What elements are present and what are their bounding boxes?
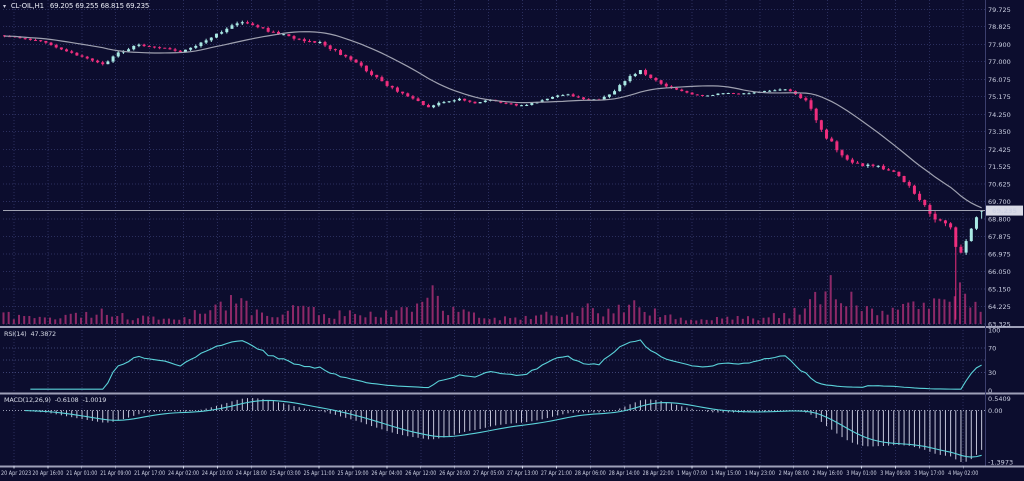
svg-text:77.900: 77.900 [988, 41, 1011, 49]
svg-text:67.875: 67.875 [988, 233, 1011, 241]
svg-text:2 May 16:00: 2 May 16:00 [812, 470, 842, 477]
svg-text:28 Apr 06:00: 28 Apr 06:00 [575, 470, 606, 477]
svg-text:1 May 15:00: 1 May 15:00 [711, 470, 741, 477]
macd-signal-line [25, 399, 982, 458]
panel-separators [0, 0, 1024, 468]
svg-text:3 May 01:00: 3 May 01:00 [846, 470, 876, 477]
svg-text:26 Apr 12:00: 26 Apr 12:00 [405, 470, 436, 477]
svg-text:100: 100 [988, 327, 1000, 335]
svg-text:4 May 02:00: 4 May 02:00 [948, 470, 978, 477]
volume-histogram [2, 275, 982, 324]
svg-text:70.625: 70.625 [988, 180, 1011, 188]
svg-text:76.075: 76.075 [988, 76, 1011, 84]
svg-text:24 Apr 18:00: 24 Apr 18:00 [236, 470, 267, 477]
svg-text:-1.3973: -1.3973 [988, 459, 1013, 467]
svg-text:24 Apr 02:00: 24 Apr 02:00 [168, 470, 199, 477]
svg-text:66.975: 66.975 [988, 250, 1011, 258]
svg-text:28 Apr 22:00: 28 Apr 22:00 [643, 470, 674, 477]
symbol-timeframe: CL-OIL,H1 [10, 2, 44, 10]
candlesticks [3, 20, 984, 320]
svg-text:0.00: 0.00 [988, 407, 1002, 415]
rsi-indicator-name: RSI(14) [4, 330, 27, 338]
svg-text:26 Apr 20:00: 26 Apr 20:00 [439, 470, 470, 477]
svg-text:25 Apr 11:00: 25 Apr 11:00 [304, 470, 335, 477]
macd-panel-label: MACD(12,26,9) -0.6108 -1.0019 [4, 396, 110, 404]
svg-text:74.250: 74.250 [988, 111, 1011, 119]
rsi-axis-labels: 100 70 30 0 [988, 327, 1000, 395]
svg-text:66.050: 66.050 [988, 268, 1011, 276]
svg-text:65.150: 65.150 [988, 285, 1011, 293]
svg-text:3 May 17:00: 3 May 17:00 [914, 470, 944, 477]
svg-text:71.525: 71.525 [988, 163, 1011, 171]
time-axis-labels: 20 Apr 2023 20 Apr 16:00 21 Apr 01:00 21 Ap… [1, 466, 978, 477]
svg-text:25 Apr 19:00: 25 Apr 19:00 [338, 470, 369, 477]
rsi-panel-label: RSI(14) 47.3872 [4, 330, 60, 338]
svg-text:24 Apr 10:00: 24 Apr 10:00 [202, 470, 233, 477]
price-axis-labels: 79.725 78.825 77.900 77.000 76.075 75.175 74.2… [988, 6, 1011, 329]
rsi-current-value: 47.3872 [30, 330, 57, 338]
macd-histogram [24, 398, 983, 462]
svg-text:26 Apr 04:00: 26 Apr 04:00 [371, 470, 402, 477]
moving-average-line [4, 31, 982, 209]
svg-text:63.325: 63.325 [988, 321, 1011, 329]
svg-text:27 Apr 05:00: 27 Apr 05:00 [473, 470, 504, 477]
svg-text:73.350: 73.350 [988, 128, 1011, 136]
svg-text:75.175: 75.175 [988, 93, 1011, 101]
macd-main-value: -0.6108 [54, 396, 79, 404]
svg-text:25 Apr 03:00: 25 Apr 03:00 [270, 470, 301, 477]
svg-text:27 Apr 21:00: 27 Apr 21:00 [541, 470, 572, 477]
macd-indicator-name: MACD(12,26,9) [4, 396, 51, 404]
svg-text:3 May 09:00: 3 May 09:00 [880, 470, 910, 477]
chart-title-bar: ▾ CL-OIL,H1 69.205 69.255 68.815 69.235 [3, 2, 149, 10]
svg-text:78.825: 78.825 [988, 23, 1011, 31]
ohlc-values: 69.205 69.255 68.815 69.235 [49, 2, 150, 10]
macd-signal-value: -1.0019 [82, 396, 107, 404]
svg-text:21 Apr 01:00: 21 Apr 01:00 [66, 470, 97, 477]
svg-text:69.235: 69.235 [992, 207, 1018, 215]
chart-symbol-icon: ▾ [3, 3, 6, 10]
svg-text:21 Apr 17:00: 21 Apr 17:00 [134, 470, 165, 477]
svg-text:68.800: 68.800 [988, 215, 1011, 223]
rsi-line [30, 339, 982, 390]
grid-lines [3, 0, 985, 466]
svg-text:2 May 08:00: 2 May 08:00 [779, 470, 809, 477]
svg-text:72.425: 72.425 [988, 146, 1011, 154]
svg-text:0.5409: 0.5409 [988, 395, 1011, 403]
svg-text:28 Apr 14:00: 28 Apr 14:00 [609, 470, 640, 477]
svg-text:27 Apr 13:00: 27 Apr 13:00 [507, 470, 538, 477]
svg-text:30: 30 [988, 369, 996, 377]
svg-text:1 May 23:00: 1 May 23:00 [745, 470, 775, 477]
svg-text:77.000: 77.000 [988, 58, 1011, 66]
svg-text:20 Apr 16:00: 20 Apr 16:00 [32, 470, 63, 477]
svg-text:21 Apr 09:00: 21 Apr 09:00 [100, 470, 131, 477]
current-price-label: 69.235 [986, 205, 1023, 216]
svg-text:70: 70 [988, 345, 996, 353]
svg-text:1 May 07:00: 1 May 07:00 [677, 470, 707, 477]
svg-text:79.725: 79.725 [988, 6, 1011, 14]
macd-axis-labels: 0.5409 0.00 -1.3973 [988, 395, 1013, 467]
svg-text:64.225: 64.225 [988, 303, 1011, 311]
svg-text:69.700: 69.700 [988, 198, 1011, 206]
svg-text:20 Apr 2023: 20 Apr 2023 [1, 470, 31, 477]
svg-text:0: 0 [988, 387, 992, 395]
